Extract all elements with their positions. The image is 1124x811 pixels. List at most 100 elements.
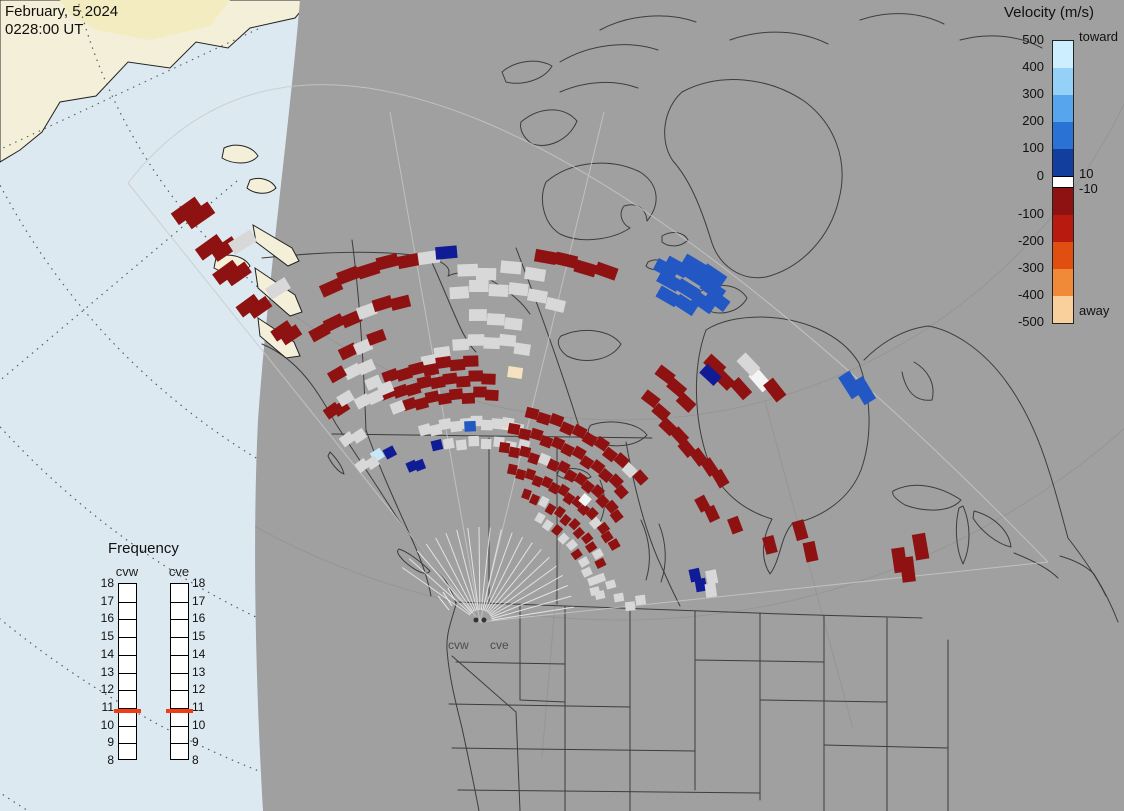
frequency-segment-line	[171, 672, 188, 674]
velocity-tick-label: 500	[1022, 32, 1044, 47]
velocity-cell	[577, 556, 590, 568]
velocity-cell	[365, 455, 381, 471]
velocity-cell	[551, 523, 564, 537]
velocity-cell	[538, 495, 550, 509]
velocity-cell	[548, 412, 565, 428]
velocity-cell	[468, 309, 487, 321]
velocity-cell	[557, 483, 571, 497]
velocity-color-segment	[1053, 296, 1073, 323]
velocity-cell	[422, 362, 440, 377]
velocity-cell	[680, 253, 708, 278]
velocity-cell	[700, 457, 719, 477]
velocity-cell	[481, 419, 493, 431]
velocity-cell	[428, 423, 443, 437]
velocity-cell	[577, 502, 591, 517]
velocity-cell	[375, 253, 400, 271]
velocity-cell	[570, 548, 583, 561]
velocity-cell	[356, 261, 381, 280]
frequency-bar-cve	[170, 583, 189, 760]
velocity-cell	[658, 417, 678, 437]
velocity-cell	[700, 263, 728, 288]
velocity-cell	[547, 481, 561, 495]
velocity-color-segment	[1053, 149, 1073, 176]
toward-label: toward	[1079, 29, 1119, 44]
velocity-cell	[429, 376, 446, 390]
velocity-cell	[442, 437, 455, 450]
velocity-legend-title: Velocity (m/s)	[1004, 4, 1095, 21]
velocity-cell	[727, 515, 744, 535]
velocity-cell	[762, 535, 778, 555]
velocity-cell	[278, 324, 303, 346]
velocity-cell	[572, 526, 586, 540]
velocity-cell	[571, 445, 587, 461]
frequency-tick-label: 18	[192, 576, 206, 590]
velocity-cell	[442, 372, 458, 386]
velocity-cell	[656, 269, 683, 292]
velocity-cell	[438, 417, 452, 431]
frequency-segment-line	[119, 654, 136, 656]
velocity-cell	[802, 540, 819, 563]
velocity-cell	[562, 492, 576, 506]
velocity-cell	[651, 402, 671, 422]
velocity-legend: Velocity (m/s) 500 400 300 200 100 0 -100 -200 -…	[996, 4, 1124, 336]
velocity-cell	[235, 293, 262, 318]
velocity-cell	[635, 594, 647, 606]
velocity-cell	[224, 261, 252, 287]
velocity-cell	[481, 373, 496, 385]
velocity-cell	[609, 508, 624, 524]
velocity-cell	[480, 438, 492, 450]
velocity-cell	[413, 458, 427, 472]
velocity-cell	[336, 389, 355, 407]
velocity-cell	[632, 469, 649, 486]
velocity-cell	[763, 377, 787, 403]
velocity-cell	[594, 557, 607, 569]
velocity-cell	[416, 375, 433, 390]
velocity-cell	[537, 452, 551, 466]
velocity-cell	[396, 252, 421, 270]
velocity-cell	[381, 367, 400, 384]
velocity-cell	[673, 293, 699, 317]
velocity-cell	[704, 287, 731, 313]
velocity-cell	[463, 355, 479, 367]
velocity-cell	[711, 468, 730, 489]
velocity-cell	[433, 345, 451, 360]
velocity-cell	[534, 512, 546, 525]
gap-label-10: 10	[1079, 166, 1094, 181]
velocity-cell	[449, 358, 466, 372]
velocity-cell	[624, 601, 636, 612]
velocity-cell	[595, 494, 610, 509]
velocity-tick-label: 400	[1022, 59, 1044, 74]
frequency-segment-line	[119, 707, 136, 709]
frequency-radar-label-cvw: cvw	[115, 564, 139, 579]
velocity-cell	[212, 259, 241, 286]
velocity-cell	[449, 420, 463, 433]
velocity-cell	[424, 390, 440, 404]
frequency-tick-label: 9	[107, 735, 114, 750]
velocity-cell	[483, 337, 501, 350]
velocity-cell	[608, 473, 624, 489]
frequency-segment-line	[119, 619, 136, 621]
velocity-cell	[601, 446, 619, 463]
velocity-cell	[430, 438, 444, 452]
velocity-cell	[417, 249, 441, 266]
frequency-tick-label: 8	[192, 753, 199, 767]
velocity-cell	[417, 423, 432, 437]
frequency-segment-line	[171, 690, 188, 692]
velocity-cell	[364, 374, 383, 391]
velocity-cell	[531, 475, 544, 488]
velocity-cell	[899, 556, 916, 583]
velocity-cell	[448, 388, 464, 401]
frequency-tick-label: 17	[100, 593, 114, 608]
velocity-cell	[435, 245, 458, 260]
velocity-cell	[389, 399, 406, 415]
velocity-cell	[322, 313, 346, 333]
frequency-scale-left: 18 17 16 15 14 13 12 11 10 9 8	[92, 538, 114, 778]
frequency-segment-line	[171, 619, 188, 621]
velocity-tick-label: -100	[1017, 206, 1044, 221]
frequency-tick-label: 16	[192, 611, 206, 626]
away-label: away	[1079, 303, 1110, 318]
velocity-cell	[350, 427, 368, 444]
velocity-cell	[455, 439, 467, 451]
velocity-cell	[613, 452, 630, 469]
